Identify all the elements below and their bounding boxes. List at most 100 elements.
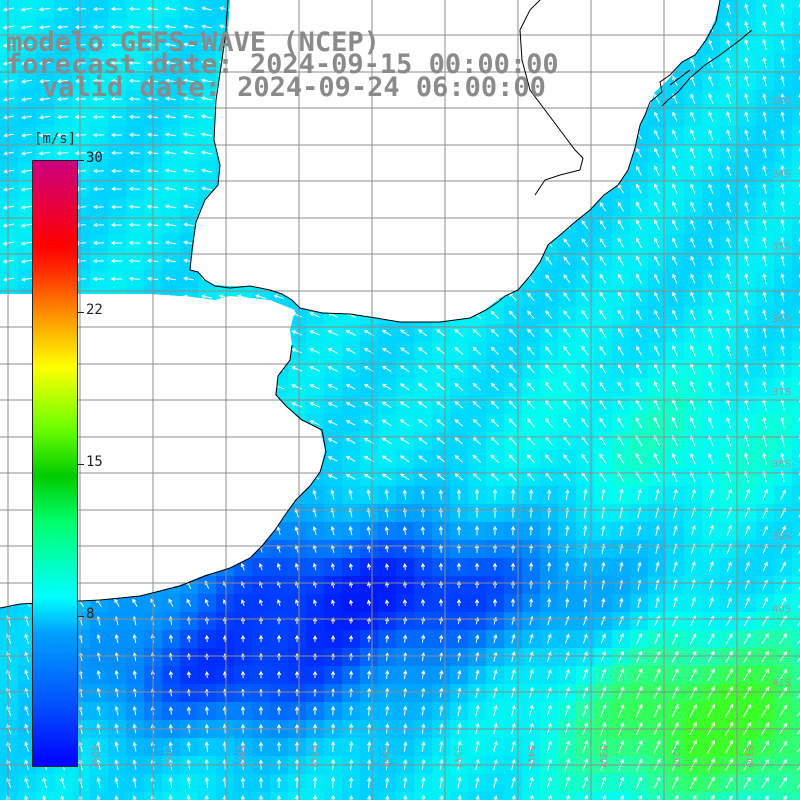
wind-arrow <box>635 703 643 718</box>
wind-arrow <box>599 327 607 338</box>
wind-arrow <box>74 114 87 120</box>
wind-arrow <box>75 6 86 12</box>
wind-arrow <box>744 183 749 194</box>
wind-cell <box>576 792 594 800</box>
wind-arrow <box>165 60 176 65</box>
wind-arrow <box>780 254 785 267</box>
wind-arrow <box>128 186 141 192</box>
wind-cell <box>702 792 720 800</box>
wind-arrow <box>635 668 643 682</box>
wind-cell <box>414 792 432 800</box>
wind-arrow <box>96 687 101 698</box>
wind-arrow <box>366 489 371 500</box>
wind-arrow <box>128 222 141 227</box>
wind-arrow <box>690 201 696 212</box>
wind-arrow <box>294 706 300 715</box>
wind-arrow <box>240 562 245 571</box>
wind-arrow <box>200 114 213 119</box>
wind-arrow <box>707 703 715 718</box>
wind-arrow <box>599 309 607 320</box>
wind-arrow <box>726 219 732 230</box>
wind-arrow <box>327 330 339 336</box>
wind-arrow <box>708 255 714 266</box>
wind-arrow <box>330 705 336 716</box>
wind-arrow <box>493 669 498 680</box>
wind-arrow <box>475 795 480 800</box>
wind-arrow <box>762 273 767 285</box>
wind-arrow <box>529 651 534 662</box>
wind-arrow <box>654 165 660 176</box>
wind-arrow <box>129 150 140 156</box>
wind-arrow <box>726 525 732 537</box>
wind-arrow <box>582 776 588 789</box>
wind-arrow <box>564 669 570 681</box>
wind-arrow <box>312 526 317 536</box>
wind-arrow <box>475 651 480 662</box>
wind-arrow <box>75 24 86 30</box>
wind-arrow <box>690 183 696 194</box>
wind-arrow <box>654 201 660 212</box>
wind-arrow <box>74 78 87 84</box>
wind-arrow <box>689 703 697 718</box>
wind-arrow <box>708 561 714 573</box>
wind-arrow <box>637 525 642 536</box>
wind-arrow <box>796 729 800 735</box>
wind-arrow <box>761 650 769 663</box>
wind-arrow <box>636 183 642 194</box>
wind-arrow <box>726 597 732 608</box>
lon-label: 53W <box>597 745 608 768</box>
wind-arrow <box>128 24 141 29</box>
wind-arrow <box>20 25 33 30</box>
wind-arrow <box>330 635 336 642</box>
wind-arrow <box>384 526 389 535</box>
wind-arrow <box>186 598 192 607</box>
wind-arrow <box>656 794 661 800</box>
wind-arrow <box>20 277 33 282</box>
wind-arrow <box>744 597 750 608</box>
wind-arrow <box>345 348 356 354</box>
wind-arrow <box>24 705 29 716</box>
wind-arrow <box>490 310 500 319</box>
wind-arrow <box>725 740 733 754</box>
wind-arrow <box>24 795 29 800</box>
coastline-river-plate-south <box>0 344 327 609</box>
wind-arrow <box>617 255 625 266</box>
wind-arrow <box>258 634 264 643</box>
lat-label: 38S <box>772 459 791 470</box>
wind-arrow <box>92 132 105 138</box>
wind-arrow <box>545 346 553 356</box>
wind-arrow <box>24 741 29 752</box>
wind-arrow <box>618 776 625 789</box>
wind-arrow <box>182 150 195 155</box>
wind-arrow <box>690 111 696 122</box>
wind-cell <box>792 540 800 558</box>
wind-arrow <box>2 97 15 102</box>
wind-arrow <box>186 670 192 679</box>
wind-arrow <box>726 93 732 105</box>
wind-arrow <box>565 525 570 536</box>
wind-arrow <box>725 686 734 700</box>
wind-arrow <box>563 363 571 374</box>
wind-arrow <box>761 633 769 645</box>
wind-arrow <box>490 400 499 409</box>
wind-arrow <box>2 7 15 12</box>
wind-arrow <box>3 133 14 138</box>
wind-arrow <box>508 310 517 320</box>
wind-arrow <box>255 294 267 300</box>
wind-arrow <box>581 417 589 428</box>
wind-arrow <box>564 651 570 662</box>
wind-arrow <box>24 651 29 662</box>
lat-label: 39S <box>772 532 791 543</box>
lat-label: 40S <box>772 604 791 615</box>
wind-cell <box>486 792 504 800</box>
wind-arrow <box>186 741 191 752</box>
wind-arrow <box>798 513 800 518</box>
wind-arrow <box>618 703 625 718</box>
wind-arrow <box>74 150 87 156</box>
wind-arrow <box>529 776 534 789</box>
wind-arrow <box>528 598 534 607</box>
wind-arrow <box>456 562 462 571</box>
wind-arrow <box>182 204 195 209</box>
wind-arrow <box>672 345 678 357</box>
wind-arrow <box>726 201 731 212</box>
